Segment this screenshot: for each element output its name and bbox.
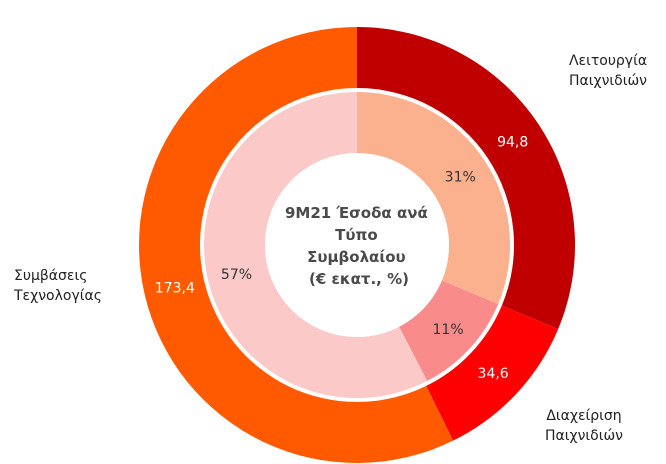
inner-value-label-1: 31% (445, 169, 476, 185)
inner-slice-2 (399, 280, 499, 381)
chart-title-line-1: 9M21 Έσοδα ανά (285, 204, 428, 222)
category-label-3: Συμβάσεις Τεχνολογίας (13, 268, 102, 304)
inner-value-label-3: 57% (221, 267, 252, 283)
category-label-3-line-1: Συμβάσεις (14, 268, 87, 284)
category-label-2: Διαχείριση Παιχνιδιών (545, 408, 623, 444)
outer-value-label-3: 173,4 (155, 280, 195, 296)
chart-title: 9M21 Έσοδα ανά Τύπο Συμβολαίου (€ εκατ.,… (285, 204, 433, 288)
category-label-1-line-1: Λειτουργία (569, 53, 647, 69)
category-label-2-line-2: Παιχνιδιών (545, 428, 623, 444)
inner-ring (203, 92, 511, 398)
chart-title-line-4: (€ εκατ., %) (309, 270, 409, 288)
outer-slice-3 (138, 27, 454, 464)
category-label-3-line-2: Τεχνολογίας (13, 288, 102, 304)
chart-labels: 94,8 34,6 173,4 31% 11% 57% Λειτουργία Παιχνιδι… (13, 53, 647, 444)
outer-slice-2 (426, 305, 559, 441)
category-label-1-line-2: Παιχνιδιών (569, 73, 647, 89)
category-label-2-line-1: Διαχείριση (546, 408, 621, 424)
chart-title-line-3: Συμβολαίου (307, 248, 406, 266)
chart-title-line-2: Τύπο (335, 226, 378, 244)
inner-slice-3 (203, 92, 428, 398)
outer-ring (138, 27, 575, 464)
inner-value-label-2: 11% (433, 322, 464, 338)
outer-slice-1 (357, 27, 575, 330)
outer-value-label-2: 34,6 (478, 366, 509, 382)
inner-slice-1 (357, 92, 511, 305)
category-label-1: Λειτουργία Παιχνιδιών (569, 53, 647, 89)
outer-value-label-1: 94,8 (497, 134, 528, 150)
donut-hole (265, 153, 449, 337)
